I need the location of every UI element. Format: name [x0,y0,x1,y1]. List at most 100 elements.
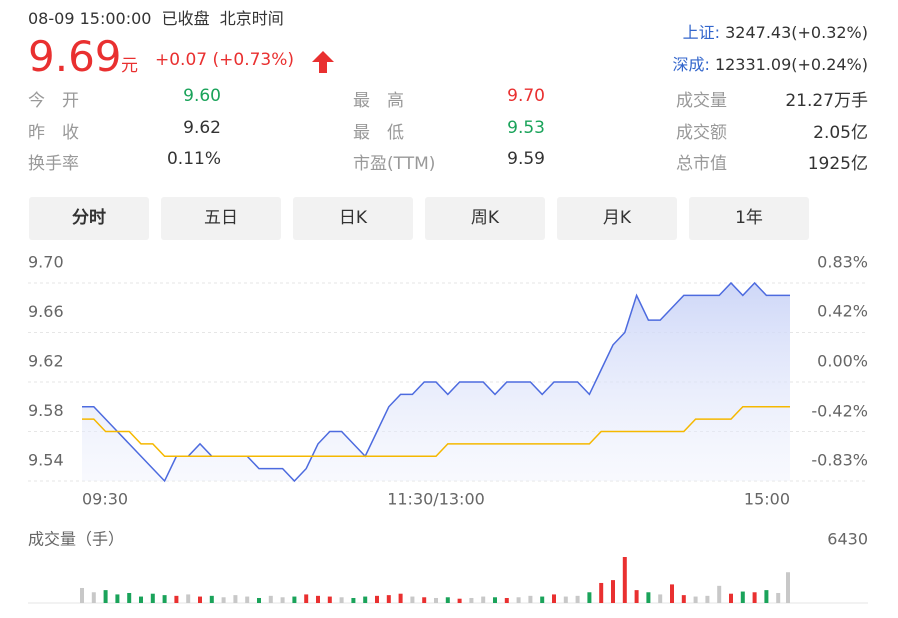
stat-value: 9.62 [183,118,221,138]
y2-tick-label: 0.00% [817,352,868,371]
volume-bar [316,595,320,603]
volume-bar [422,597,427,603]
tab[interactable]: 月K [557,197,677,240]
volume-bar [386,595,391,603]
volume-bar [693,596,698,603]
stat-value: 9.59 [507,149,545,169]
x-tick-label: 15:00 [744,490,790,509]
volume-bar [445,597,450,603]
volume-bar [139,596,143,603]
stat-value: 21.27万手 [785,91,868,111]
volume-bar [587,592,592,603]
volume-bar [563,596,568,603]
volume-bar [729,593,733,603]
stat-label: 昨 收 [28,123,79,143]
stat-value: 9.60 [183,86,221,106]
volume-bar [504,597,509,603]
volume-bar [786,572,790,603]
tab[interactable]: 分时 [29,197,149,240]
average-line [82,406,790,457]
index-value: 3247.43(+0.32%) [725,23,868,42]
volume-bar [162,595,167,603]
y2-tick-label: -0.83% [811,451,868,470]
volume-bar [528,595,533,603]
volume-bar [740,591,745,603]
up-arrow [312,51,334,73]
volume-bar [186,594,191,603]
stat-label: 成交量 [676,91,727,111]
volume-bar [575,595,580,603]
volume-bar [516,597,521,603]
volume-bar [469,597,474,603]
volume-bar [622,557,627,603]
volume-bar [150,593,155,603]
stat-value: 2.05亿 [813,123,868,143]
volume-bar [717,585,722,603]
index-sh[interactable]: 上证: 3247.43(+0.32%) [683,19,868,43]
volume-bar [540,596,545,603]
volume-bar [327,596,332,603]
volume-bar [268,595,273,603]
unit: 元 [121,56,138,76]
volume-bar [646,592,651,603]
volume-bar [658,594,663,603]
change-abs: +0.07 [155,50,208,70]
volume-bar [233,595,238,603]
stat-label: 市盈(TTM) [353,154,436,174]
volume-bar [257,597,261,603]
stat-label: 最 高 [353,91,404,111]
datetime: 08-09 15:00:00 [28,9,152,28]
y2-tick-label: 0.42% [817,301,868,320]
volume-bar [127,592,132,603]
index-name[interactable]: 上证: [682,23,721,42]
volume-tick-label: 6430 [827,530,868,549]
index-value: 12331.09(+0.24%) [714,55,868,74]
x-tick-label: 09:30 [82,490,128,509]
stat-value: 1925亿 [807,154,868,174]
volume-bar [221,597,226,603]
stat-value: 9.70 [507,86,545,106]
y-tick-label: 9.58 [28,401,64,420]
status: 已收盘 [161,9,210,28]
stat-label: 今 开 [28,91,79,111]
y-tick-label: 9.54 [28,451,64,470]
volume-bar [375,595,379,603]
stat-value: 0.11% [166,149,221,169]
volume-bar [434,597,438,603]
tab[interactable]: 周K [425,197,545,240]
volume-bar [304,594,309,603]
volume-bar [80,587,84,603]
tab[interactable]: 日K [293,197,413,240]
stat-label: 成交额 [676,123,727,143]
volume-bar [292,596,297,603]
volume-bar [339,597,344,603]
volume-bar [481,596,486,603]
header-info: 08-09 15:00:00 已收盘 北京时间 [28,5,284,29]
volume-bar [599,582,604,603]
y-tick-label: 9.66 [28,302,64,321]
volume-bar [705,595,710,603]
timezone: 北京时间 [219,9,284,28]
y2-tick-label: -0.42% [811,402,868,421]
volume-bar [681,595,686,603]
volume-bar [91,592,96,603]
volume-bar [198,596,202,603]
volume-bar [115,594,120,603]
index-sz[interactable]: 深成: 12331.09(+0.24%) [672,51,868,75]
stat-label: 最 低 [353,123,404,143]
volume-bar [209,595,214,603]
change-pct: (+0.73%) [212,50,295,70]
stat-label: 总市值 [676,154,727,174]
change: +0.07 (+0.73%) [155,50,294,70]
volume-bar [245,596,250,603]
price-line [82,281,790,483]
volume-bar [398,593,403,603]
tab[interactable]: 1年 [689,197,809,240]
tab[interactable]: 五日 [161,197,281,240]
y-tick-label: 9.62 [28,352,64,371]
volume-bar [764,590,769,603]
price: 9.69 [28,32,122,81]
index-name[interactable]: 深成: [672,55,710,74]
volume-bar [174,595,179,603]
